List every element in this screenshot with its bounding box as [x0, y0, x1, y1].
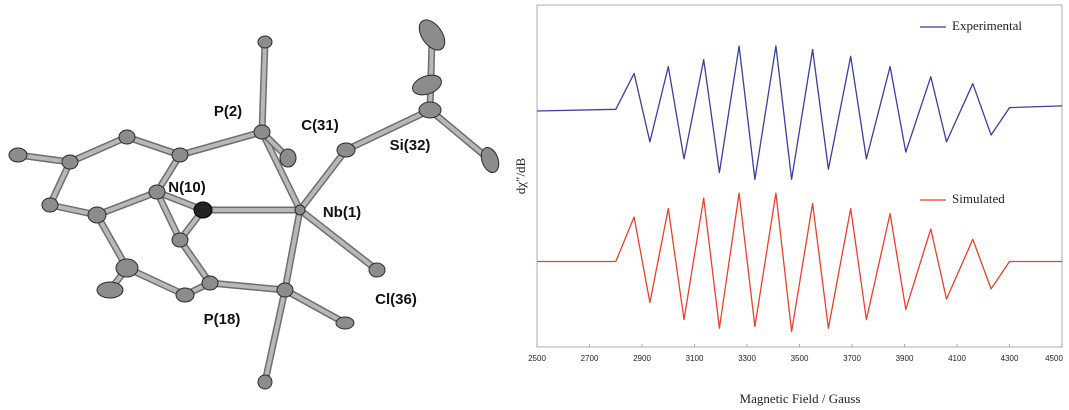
x-tick-label: 3100: [686, 354, 704, 363]
x-tick-label: 4300: [1001, 354, 1019, 363]
series-line: [537, 193, 1062, 332]
legend-label: Simulated: [952, 191, 1005, 206]
atom-label: Cl(36): [375, 291, 417, 308]
x-axis-label: Magnetic Field / Gauss: [740, 391, 861, 406]
x-tick-label: 2900: [633, 354, 651, 363]
series-line: [537, 46, 1062, 179]
x-tick-label: 4500: [1045, 354, 1063, 363]
x-tick-label: 2700: [581, 354, 599, 363]
x-tick-label: 3900: [896, 354, 914, 363]
atom-label: P(18): [204, 311, 241, 328]
atom-label: Nb(1): [323, 204, 361, 221]
atom-label: C(31): [301, 117, 339, 134]
molecule-structure: P(2) C(31) Si(32) N(10) Nb(1) Cl(36) P(1…: [9, 15, 502, 389]
x-tick-label: 4100: [948, 354, 966, 363]
x-tick-label: 3300: [738, 354, 756, 363]
x-tick-label: 2500: [528, 354, 546, 363]
atom-label: N(10): [168, 179, 206, 196]
plot-frame: [537, 5, 1062, 347]
figure: P(2) C(31) Si(32) N(10) Nb(1) Cl(36) P(1…: [0, 0, 1069, 410]
atom-label: Si(32): [390, 137, 431, 154]
epr-chart: Magnetic Field / Gauss dχ″/dB 2500 2700 29…: [513, 5, 1063, 406]
atom-label: P(2): [214, 103, 242, 120]
y-axis-label: dχ″/dB: [513, 157, 528, 194]
x-tick-label: 3700: [843, 354, 861, 363]
legend-label: Experimental: [952, 18, 1022, 33]
x-tick-label: 3500: [791, 354, 809, 363]
